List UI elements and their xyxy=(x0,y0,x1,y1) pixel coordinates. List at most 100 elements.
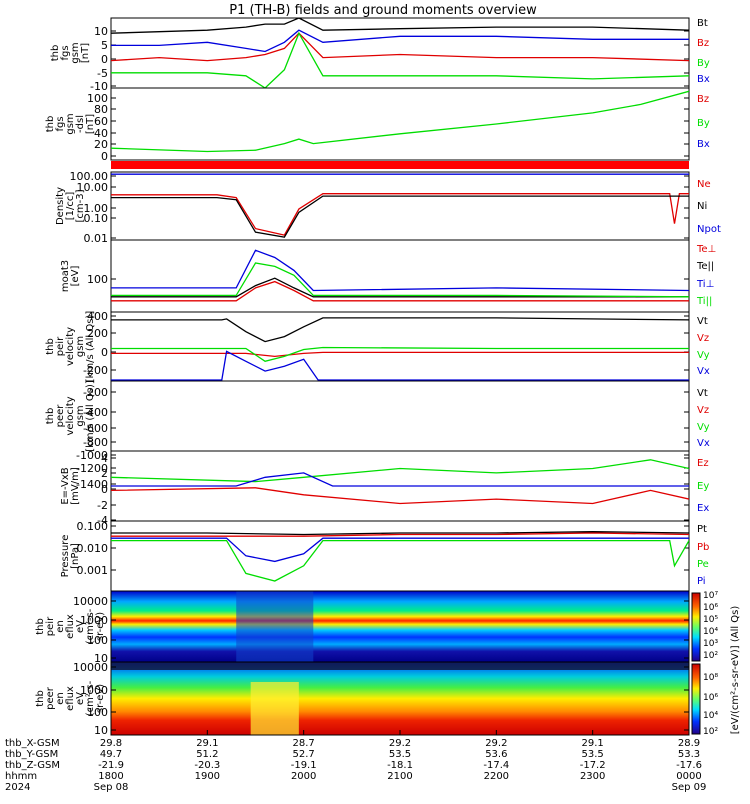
tick-label: -600 xyxy=(83,422,108,435)
legend-Vy: Vy xyxy=(697,422,710,433)
tick-label: 100 xyxy=(87,273,108,286)
panel-efield: E=-VxB [mV/m] 4 2 0 -2 -4 Ez Ey Ex xyxy=(60,450,709,527)
spectrogram-gap xyxy=(236,591,314,662)
series-Ti|| xyxy=(111,262,689,298)
ylabel-efield: E=-VxB [mV/m] xyxy=(60,467,81,505)
colorbar-ion-label: 10⁶ xyxy=(703,603,718,613)
xaxis-value: 52.7 xyxy=(293,749,315,760)
series-group xyxy=(111,249,689,302)
xaxis-value: 2300 xyxy=(580,771,605,782)
tick-label: 10 xyxy=(94,724,108,737)
xaxis-value: 53.6 xyxy=(485,749,507,760)
tick-label: 40 xyxy=(94,127,108,140)
tick-label: 10000 xyxy=(73,661,108,674)
colorbar-electron-label: 10⁶ xyxy=(703,693,718,703)
series-Bz xyxy=(111,32,689,62)
ylabel-line: E=-VxB xyxy=(60,467,71,504)
legend-Vz: Vz xyxy=(697,333,709,344)
ylabel-temp: moat3 [eV] xyxy=(60,260,81,292)
series-Bx xyxy=(111,29,689,53)
tick-label: 100 xyxy=(87,92,108,105)
xaxis-value: 2100 xyxy=(387,771,412,782)
xaxis-value: 53.5 xyxy=(389,749,411,760)
ylabel-fgs_dsl: thb fgs gsm -dsl [nT] xyxy=(45,113,96,134)
ylabel-line: [km/s (All Qs)] xyxy=(85,311,96,383)
xaxis-value: -19.1 xyxy=(291,760,317,771)
ylabel-line: peir xyxy=(45,616,56,636)
colorbar-ion-label: 10⁷ xyxy=(703,591,718,601)
colorbar-ion-label: 10⁴ xyxy=(703,627,718,637)
legend-By: By xyxy=(697,118,710,129)
legend-Ti||: Ti|| xyxy=(696,296,712,307)
tick-label: 400 xyxy=(87,310,108,323)
xaxis-value: 53.3 xyxy=(678,749,700,760)
ylabel-line: sr-eV) xyxy=(95,684,106,713)
colorbar-ion-label: 10⁵ xyxy=(703,615,718,625)
tick-label: 60 xyxy=(94,115,108,128)
ylabel-line: thb xyxy=(45,116,56,133)
ylabel-line: peer xyxy=(55,404,66,428)
ylabel-line: eV xyxy=(75,692,86,705)
ylabel-line: thb xyxy=(35,618,46,635)
xaxis-value: 0000 xyxy=(676,771,701,782)
tick-label: 0 xyxy=(101,53,108,66)
ylabel-line: eV xyxy=(75,620,86,633)
tick-label: 10.00 xyxy=(77,181,109,194)
xaxis-value: 1800 xyxy=(98,771,123,782)
ylabel-line: gsm xyxy=(75,336,86,357)
status-bar-strip xyxy=(111,161,689,169)
ylabel-line: sr-eV) xyxy=(95,612,106,641)
ylabel-pressure: Pressure [nPa] xyxy=(60,535,81,578)
tick-label: -400 xyxy=(83,406,108,419)
panel-frame xyxy=(110,87,690,161)
tick-label: 0 xyxy=(101,483,108,496)
xaxis-value: -17.4 xyxy=(483,760,509,771)
series-Bt xyxy=(111,18,689,34)
series-By xyxy=(111,31,689,88)
tick-label: 10000 xyxy=(73,595,108,608)
legend-Pi: Pi xyxy=(697,576,706,587)
ylabel-line: (cm²-s- xyxy=(85,680,96,716)
ylabel-line: eflux xyxy=(65,686,76,711)
tick-label: 0.10 xyxy=(84,212,109,225)
panel-temp: moat3 [eV] 100 Te⊥ Te|| Ti⊥ Ti|| xyxy=(60,239,716,313)
legend-By: By xyxy=(697,58,710,69)
series-group xyxy=(111,317,689,381)
tick-label: -200 xyxy=(83,364,108,377)
legend-Ne: Ne xyxy=(697,179,711,190)
tick-label: 1000 xyxy=(80,684,108,697)
colorbar-electron-label: 10⁸ xyxy=(703,673,718,683)
ylabel-line: velocity xyxy=(65,396,76,435)
series-group xyxy=(111,18,689,88)
colorbar-ion-label: 10² xyxy=(703,651,718,661)
ylabel-line: gsm xyxy=(75,405,86,426)
legend-Ni: Ni xyxy=(697,201,707,212)
legend-Vt: Vt xyxy=(697,316,708,327)
xaxis-value: 1900 xyxy=(195,771,220,782)
tick-label: 1.00 xyxy=(84,202,109,215)
panel-pressure: Pressure [nPa] 0.100 0.010 0.001 Pt Pb Pe Pi xyxy=(60,520,709,592)
legend-Bz: Bz xyxy=(697,38,709,49)
tick-label: 100.00 xyxy=(70,170,109,183)
xaxis-row-label: hhmm xyxy=(5,771,37,782)
xaxis-value: -17.6 xyxy=(676,760,702,771)
tick-label: 0.100 xyxy=(77,520,109,533)
legend-Vx: Vx xyxy=(697,438,710,449)
ylabel-peer_vel: thb peer velocity gsm [km/s (All Qs)] xyxy=(45,380,96,452)
tick-label: 0.010 xyxy=(77,542,109,555)
series-Ex xyxy=(111,472,689,487)
colorbar-title: [eV/(cm²-s-sr-eV)] (All Qs) xyxy=(730,606,741,735)
ylabel-line: Pressure xyxy=(60,535,71,578)
panel-frame xyxy=(110,171,690,241)
series-group xyxy=(111,90,689,153)
xaxis-value: 28.9 xyxy=(678,738,700,749)
series-Ne xyxy=(111,193,689,236)
tick-label: -5 xyxy=(97,67,108,80)
tick-label: 4 xyxy=(101,452,108,465)
tick-label: 0.01 xyxy=(84,232,109,245)
panel-frame xyxy=(110,311,690,382)
ylabel-line: thb xyxy=(45,338,56,355)
tick-label: 10 xyxy=(94,652,108,665)
